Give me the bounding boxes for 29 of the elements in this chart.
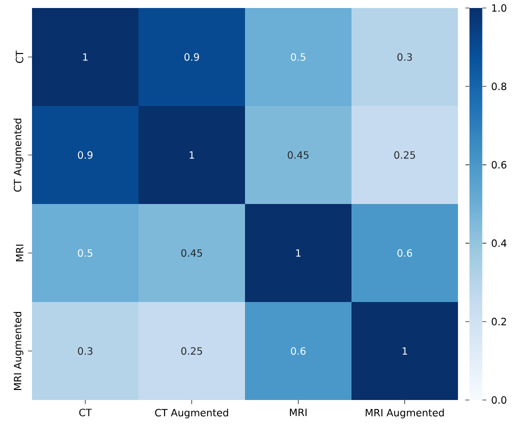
data-label: 0.5: [78, 249, 92, 257]
data-label: 1: [190, 151, 194, 159]
data-label: 1: [296, 249, 300, 257]
data-label: 0.9: [78, 151, 93, 159]
color-bar-label: 0.8: [492, 82, 506, 90]
color-bar-label: 0.6: [492, 161, 506, 169]
y-tick-label: CT Augmented: [14, 118, 24, 192]
y-tick-label: CT: [16, 50, 24, 63]
color-bar-label: 0.0: [492, 396, 506, 404]
data-label: 0.3: [397, 53, 412, 61]
x-tick-label: CT Augmented: [155, 408, 228, 418]
data-label: 0.25: [181, 347, 202, 355]
color-bar-label: 0.4: [492, 239, 506, 247]
color-bar-label: 1.0: [492, 4, 506, 12]
x-tick-label: MRI: [290, 408, 307, 416]
y-tick-label: MRI: [16, 244, 24, 262]
data-label: 0.6: [290, 347, 306, 355]
data-label: 0.45: [181, 249, 202, 257]
data-label: 0.6: [397, 249, 412, 257]
data-label: 1: [402, 347, 407, 355]
color-bar-label: 0.2: [492, 318, 506, 326]
data-label: 0.45: [288, 151, 308, 159]
data-label: 0.9: [184, 53, 200, 61]
data-label: 0.3: [78, 347, 92, 355]
x-tick-label: MRI Augmented: [366, 408, 444, 418]
x-tick-label: CT: [79, 408, 92, 416]
data-label: 0.25: [394, 151, 415, 159]
data-label: 1: [83, 53, 88, 61]
data-label: 0.5: [290, 53, 306, 61]
